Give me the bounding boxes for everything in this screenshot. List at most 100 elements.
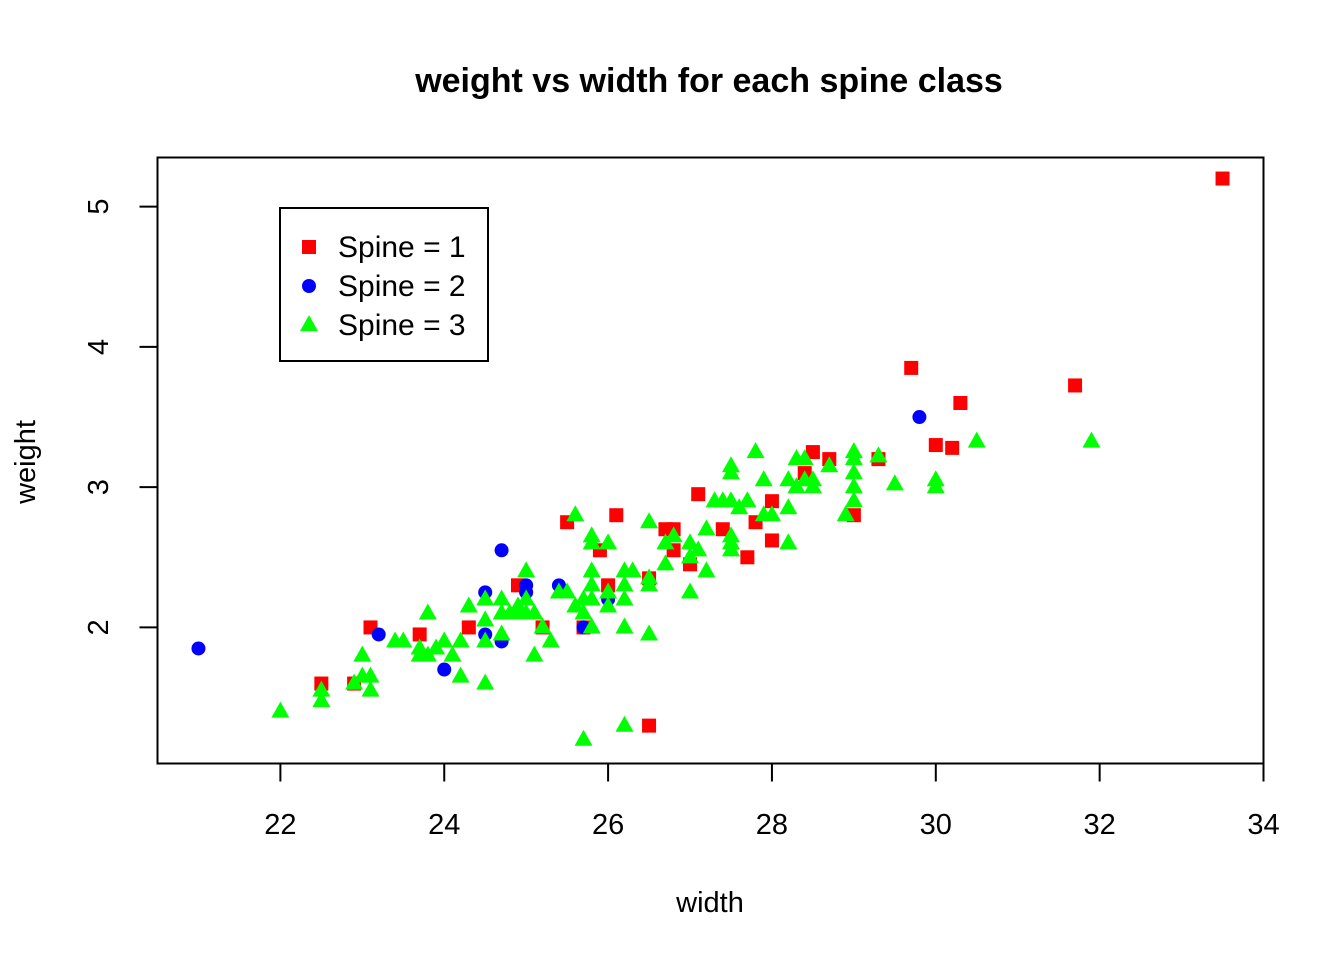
data-point	[1215, 171, 1230, 186]
data-point	[533, 617, 552, 634]
x-axis: 22 24 26 28 30 32 34	[264, 762, 1280, 841]
data-point	[820, 456, 839, 473]
data-point	[912, 410, 927, 425]
data-point	[945, 440, 960, 455]
y-tick-label: 3	[83, 479, 115, 495]
y-tick-label: 2	[83, 619, 115, 635]
data-point	[715, 522, 730, 537]
data-point	[640, 575, 659, 592]
data-point	[640, 624, 659, 641]
data-point	[582, 561, 601, 578]
data-point	[721, 491, 740, 508]
data-point	[361, 680, 380, 697]
data-point	[412, 627, 427, 642]
data-point	[609, 508, 624, 523]
y-axis-label: weight	[10, 420, 42, 505]
data-point	[967, 431, 986, 448]
data-point	[836, 505, 855, 522]
data-point	[541, 631, 560, 648]
data-point	[721, 456, 740, 473]
series-3	[271, 431, 1101, 746]
data-point	[599, 596, 618, 613]
data-point	[492, 589, 511, 606]
y-tick-label: 5	[83, 199, 115, 215]
legend-items: Spine = 1 Spine = 2 Spine = 3	[300, 231, 466, 342]
data-point	[371, 627, 386, 642]
x-tick-label: 28	[756, 809, 788, 841]
data-point	[525, 603, 544, 620]
x-tick-label: 22	[264, 809, 296, 841]
data-point	[271, 701, 290, 718]
data-point	[615, 715, 634, 732]
data-point	[844, 463, 863, 480]
legend-marker	[302, 240, 316, 254]
legend-label: Spine = 1	[338, 231, 466, 264]
data-point	[928, 438, 943, 453]
data-point	[451, 666, 470, 683]
data-point	[762, 505, 781, 522]
data-point	[953, 395, 968, 410]
data-point	[803, 470, 822, 487]
data-point	[494, 543, 509, 558]
data-point	[805, 445, 820, 460]
data-point	[599, 533, 618, 550]
data-point	[1082, 431, 1101, 448]
data-point	[642, 718, 657, 733]
data-point	[904, 360, 919, 375]
data-point	[615, 589, 634, 606]
data-point	[582, 617, 601, 634]
legend-label: Spine = 3	[338, 309, 466, 342]
data-point	[394, 631, 413, 648]
data-point	[697, 561, 716, 578]
data-point	[418, 603, 437, 620]
legend: Spine = 1 Spine = 2 Spine = 3	[279, 207, 489, 362]
data-point	[740, 550, 755, 565]
data-point	[779, 470, 798, 487]
data-point	[681, 533, 700, 550]
data-point	[779, 498, 798, 515]
data-point	[574, 729, 593, 746]
x-tick-label: 26	[592, 809, 624, 841]
x-tick-label: 34	[1247, 809, 1279, 841]
legend-marker	[300, 315, 318, 332]
data-point	[615, 575, 634, 592]
data-point	[476, 589, 495, 606]
data-point	[558, 582, 577, 599]
x-tick-label: 24	[428, 809, 460, 841]
legend-label: Spine = 2	[338, 270, 466, 303]
points-layer	[191, 171, 1230, 746]
data-point	[582, 575, 601, 592]
data-point	[476, 631, 495, 648]
data-point	[353, 645, 372, 662]
data-point	[517, 589, 536, 606]
data-point	[517, 561, 536, 578]
legend-marker	[302, 279, 316, 293]
data-point	[312, 680, 331, 697]
data-point	[451, 631, 470, 648]
data-point	[582, 526, 601, 543]
data-point	[779, 533, 798, 550]
data-point	[795, 449, 814, 466]
data-point	[574, 603, 593, 620]
data-point	[689, 540, 708, 557]
data-point	[738, 491, 757, 508]
data-point	[885, 474, 904, 491]
data-point	[844, 491, 863, 508]
data-point	[361, 666, 380, 683]
x-tick-label: 30	[920, 809, 952, 841]
data-point	[691, 487, 706, 502]
data-point	[754, 470, 773, 487]
y-tick-label: 4	[83, 339, 115, 355]
y-axis: 2 3 4 5	[83, 199, 159, 636]
data-point	[869, 446, 888, 463]
data-point	[844, 477, 863, 494]
data-point	[640, 512, 659, 529]
data-point	[623, 561, 642, 578]
data-point	[312, 691, 331, 708]
data-point	[437, 662, 452, 677]
data-point	[681, 582, 700, 599]
data-point	[656, 554, 675, 571]
data-point	[615, 617, 634, 634]
